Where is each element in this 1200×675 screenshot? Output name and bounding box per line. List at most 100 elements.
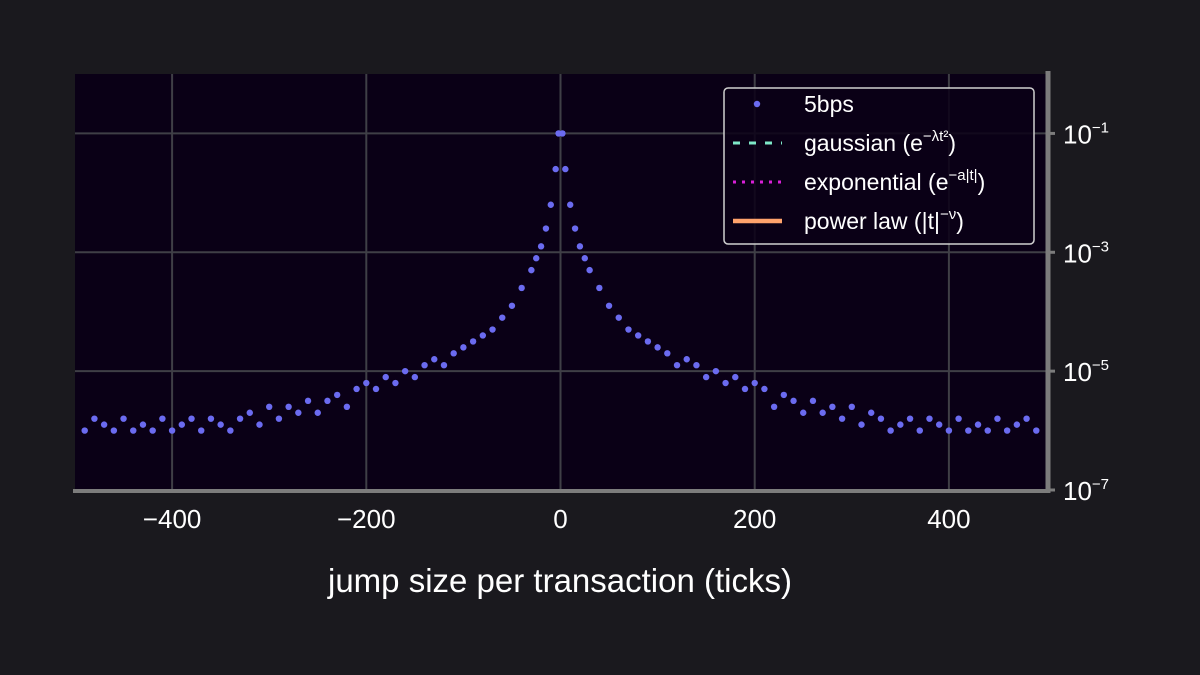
- data-point: [188, 415, 195, 422]
- data-point: [120, 415, 127, 422]
- legend-label: power law (|t|−ν): [804, 206, 964, 234]
- data-point: [965, 427, 972, 434]
- data-point: [693, 362, 700, 369]
- data-point: [605, 302, 613, 309]
- data-point: [542, 225, 550, 232]
- x-tick-label: 200: [733, 504, 776, 534]
- data-point: [372, 385, 380, 393]
- data-point: [702, 373, 710, 381]
- data-point: [625, 326, 632, 333]
- data-point: [537, 243, 545, 250]
- data-point: [673, 362, 681, 369]
- data-point: [712, 367, 720, 375]
- data-point: [110, 427, 118, 434]
- series-layer: [81, 130, 1040, 434]
- data-point: [450, 350, 457, 357]
- data-point: [984, 427, 991, 434]
- data-point: [159, 415, 166, 422]
- y-tick-label: 10−1: [1063, 119, 1109, 149]
- legend-box: [723, 87, 1035, 245]
- data-point: [654, 344, 661, 351]
- x-axis-label: jump size per transaction (ticks): [327, 562, 792, 599]
- data-point: [256, 421, 263, 428]
- data-point: [567, 201, 574, 208]
- y-tick-exponent: −3: [1092, 238, 1109, 255]
- data-point: [392, 379, 399, 387]
- data-point: [528, 266, 535, 274]
- data-point: [829, 403, 836, 410]
- legend-label-text: 5bps: [804, 91, 854, 117]
- data-point: [571, 225, 579, 232]
- data-point: [945, 427, 953, 434]
- data-point: [809, 397, 817, 405]
- legend-label-exponent: −λt²: [923, 128, 948, 145]
- legend-label-text: exponential (e: [804, 169, 949, 195]
- data-point: [722, 379, 729, 387]
- data-point: [518, 284, 525, 292]
- data-point: [100, 421, 108, 428]
- data-point: [644, 338, 652, 345]
- data-point: [576, 243, 584, 250]
- data-point: [324, 397, 331, 405]
- data-point: [581, 255, 588, 262]
- data-point: [1013, 421, 1021, 428]
- data-point: [615, 314, 622, 321]
- data-point: [314, 409, 321, 416]
- data-point: [353, 385, 360, 393]
- data-point: [838, 415, 846, 422]
- data-point: [562, 165, 569, 173]
- x-tick-label: 400: [927, 504, 970, 534]
- legend-label-suffix: ): [956, 208, 964, 234]
- data-point: [1023, 415, 1030, 422]
- data-point: [207, 415, 215, 422]
- data-point: [130, 427, 137, 434]
- x-tick-label: 0: [553, 504, 567, 534]
- data-point: [401, 367, 409, 375]
- data-point: [479, 332, 487, 339]
- legend-label: 5bps: [804, 91, 854, 117]
- legend-label-exponent: −ν: [940, 206, 956, 223]
- data-point: [227, 427, 234, 434]
- data-point: [275, 415, 283, 422]
- data-point: [770, 403, 778, 410]
- data-point: [858, 421, 865, 428]
- data-point: [440, 362, 448, 369]
- data-point: [664, 350, 671, 357]
- y-tick-exponent: −7: [1092, 476, 1109, 493]
- data-point: [732, 373, 739, 381]
- data-point: [363, 379, 370, 387]
- data-point: [508, 302, 516, 309]
- legend-label-text: gaussian (e: [804, 130, 923, 156]
- data-point: [91, 415, 98, 422]
- legend: 5bps gaussian (e−λt²) exponential (e−a|t|)…: [723, 87, 1035, 245]
- y-tick-label: 10−3: [1063, 238, 1109, 268]
- data-point: [897, 421, 904, 428]
- data-point: [935, 421, 943, 428]
- data-point: [887, 427, 894, 434]
- y-tick-base: 10: [1063, 119, 1092, 149]
- legend-label: exponential (e−a|t|): [804, 167, 985, 195]
- x-tick-label: −200: [337, 504, 396, 534]
- data-point: [926, 415, 933, 422]
- axes: [73, 71, 1055, 493]
- data-point: [236, 415, 244, 422]
- data-point: [411, 373, 419, 381]
- data-point: [285, 403, 292, 410]
- data-point: [266, 403, 273, 410]
- data-point: [343, 403, 351, 410]
- data-point: [489, 326, 496, 333]
- data-point: [848, 403, 855, 410]
- legend-label-exponent: −a|t|: [949, 167, 978, 184]
- y-tick-label: 10−5: [1063, 357, 1109, 387]
- legend-label-text: power law (|t|: [804, 208, 940, 234]
- data-point: [139, 421, 147, 428]
- data-point: [994, 415, 1001, 422]
- data-point: [499, 314, 506, 321]
- data-point: [295, 409, 302, 416]
- data-point: [634, 332, 642, 339]
- data-point: [1033, 427, 1040, 434]
- data-point: [178, 421, 186, 428]
- data-point: [168, 427, 176, 434]
- y-tick-base: 10: [1063, 476, 1092, 506]
- y-tick-exponent: −1: [1092, 119, 1109, 136]
